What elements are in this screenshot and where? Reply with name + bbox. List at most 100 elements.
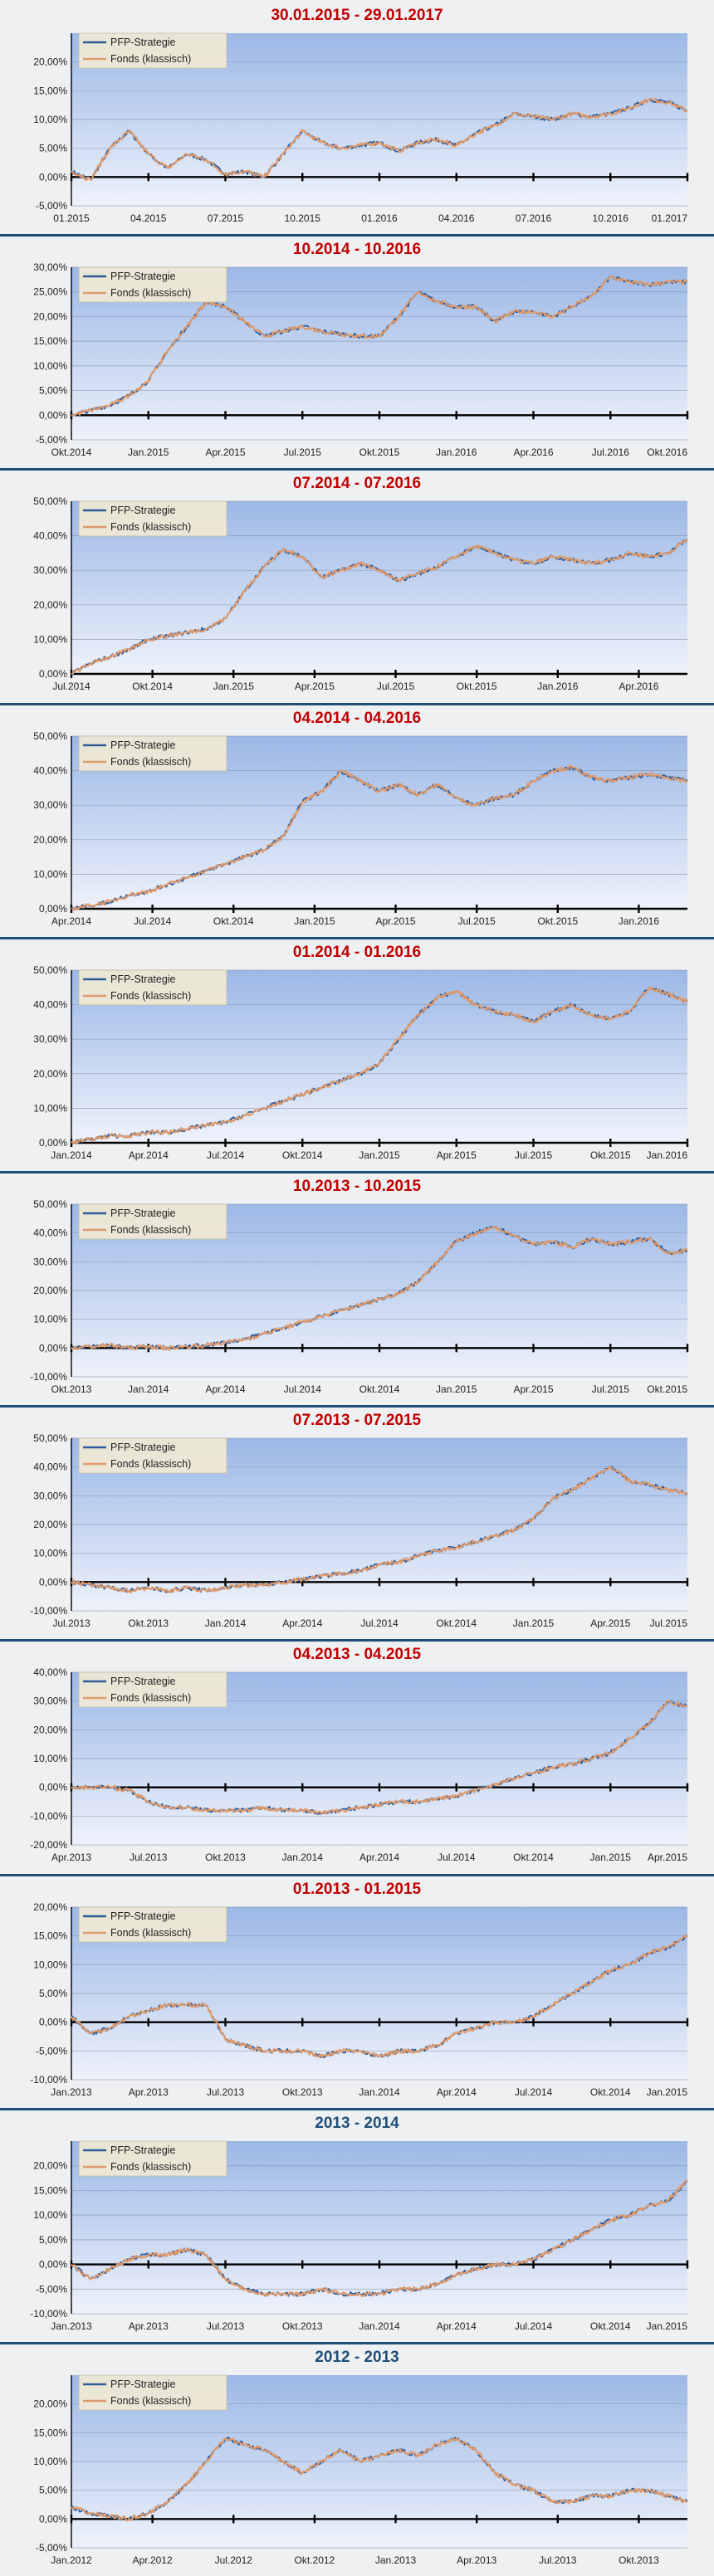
chart-panel: 04.2013 - 04.2015 -20,00% -10,00% 0,00% 10,0… bbox=[0, 1639, 714, 1873]
legend: PFP-Strategie Fonds (klassisch) bbox=[78, 1203, 227, 1240]
y-tick-label: 10,00% bbox=[33, 868, 67, 880]
x-tick-label: Jul.2014 bbox=[515, 2086, 553, 2098]
chart-panel: 07.2013 - 07.2015 -10,00% 0,00% 10,00% 20,00… bbox=[0, 1405, 714, 1639]
x-tick-label: 07.2016 bbox=[516, 212, 552, 224]
y-tick-label: 15,00% bbox=[33, 2427, 67, 2438]
chart-title: 01.2014 - 01.2016 bbox=[292, 944, 422, 961]
x-tick-label: Apr.2015 bbox=[437, 1149, 477, 1161]
y-tick-label: 50,00% bbox=[33, 1432, 67, 1444]
y-tick-label: 20,00% bbox=[33, 2160, 67, 2172]
legend-label: PFP-Strategie bbox=[110, 1208, 176, 1219]
legend-label: Fonds (klassisch) bbox=[110, 53, 191, 65]
chart-panel: 10.2013 - 10.2015 -10,00% 0,00% 10,00% 20,00… bbox=[0, 1171, 714, 1405]
x-tick-label: Apr.2016 bbox=[513, 446, 553, 458]
legend-box bbox=[78, 32, 227, 69]
y-tick-label: 0,00% bbox=[39, 2259, 67, 2271]
y-tick-label: -10,00% bbox=[30, 2308, 67, 2320]
legend-box bbox=[78, 1203, 227, 1240]
y-tick-label: 20,00% bbox=[33, 1724, 67, 1735]
x-tick-label: Jan.2015 bbox=[513, 1617, 555, 1629]
panel-divider bbox=[0, 703, 714, 705]
x-tick-label: Okt.2014 bbox=[359, 1383, 400, 1395]
y-tick-label: 10,00% bbox=[33, 1753, 67, 1764]
x-tick-label: Okt.2013 bbox=[128, 1617, 169, 1629]
x-tick-label: Jan.2016 bbox=[647, 1149, 688, 1161]
x-tick-label: Jul.2015 bbox=[377, 681, 415, 692]
y-tick-label: 20,00% bbox=[33, 310, 67, 322]
x-tick-label: Apr.2014 bbox=[437, 2086, 477, 2098]
y-tick-label: 50,00% bbox=[33, 964, 67, 976]
panel-divider bbox=[0, 1405, 714, 1408]
x-tick-label: Jul.2014 bbox=[515, 2320, 553, 2332]
panel-divider bbox=[0, 1874, 714, 1876]
legend-label: PFP-Strategie bbox=[110, 739, 176, 751]
x-tick-label: Okt.2016 bbox=[647, 446, 687, 458]
y-tick-label: 20,00% bbox=[33, 1901, 67, 1913]
x-tick-label: Jul.2014 bbox=[438, 1852, 476, 1863]
y-tick-label: 40,00% bbox=[33, 1227, 67, 1239]
chart-panel: 07.2014 - 07.2016 0,00% 10,00% 20,00% 30,00%… bbox=[0, 468, 714, 702]
y-tick-label: 40,00% bbox=[33, 1461, 67, 1473]
y-tick-label: 0,00% bbox=[39, 1576, 67, 1588]
y-tick-label: 5,00% bbox=[39, 2234, 67, 2246]
x-tick-label: Jul.2012 bbox=[215, 2554, 253, 2566]
y-tick-label: 20,00% bbox=[33, 1068, 67, 1080]
y-tick-label: 5,00% bbox=[39, 143, 67, 154]
x-tick-label: Okt.2014 bbox=[51, 446, 92, 458]
chart-title: 07.2014 - 07.2016 bbox=[292, 475, 422, 492]
y-tick-label: -5,00% bbox=[36, 200, 67, 212]
y-tick-label: 0,00% bbox=[39, 668, 67, 680]
legend: PFP-Strategie Fonds (klassisch) bbox=[78, 1906, 227, 1943]
legend: PFP-Strategie Fonds (klassisch) bbox=[78, 500, 227, 537]
legend-label: PFP-Strategie bbox=[110, 271, 176, 282]
y-tick-label: -5,00% bbox=[36, 2542, 67, 2554]
x-tick-label: Apr.2013 bbox=[129, 2086, 169, 2098]
y-tick-label: 15,00% bbox=[33, 335, 67, 347]
x-tick-label: Okt.2015 bbox=[537, 915, 578, 927]
y-tick-label: 30,00% bbox=[33, 564, 67, 576]
line-chart: 0,00% 10,00% 20,00% 30,00% 40,00% 50,00% Apr.2… bbox=[33, 730, 688, 927]
x-tick-label: Apr.2014 bbox=[205, 1383, 245, 1395]
x-tick-label: Okt.2013 bbox=[619, 2554, 659, 2566]
x-tick-label: Apr.2015 bbox=[590, 1617, 630, 1629]
legend-label: Fonds (klassisch) bbox=[110, 2395, 191, 2407]
x-tick-label: Apr.2015 bbox=[376, 915, 416, 927]
x-tick-label: Jan.2013 bbox=[51, 2320, 92, 2332]
x-tick-label: Okt.2013 bbox=[205, 1852, 246, 1863]
x-tick-label: Apr.2013 bbox=[457, 2554, 496, 2566]
x-tick-label: Jan.2014 bbox=[51, 1149, 92, 1161]
x-tick-label: Apr.2016 bbox=[619, 681, 658, 692]
y-tick-label: 10,00% bbox=[33, 1314, 67, 1325]
y-tick-label: 20,00% bbox=[33, 599, 67, 611]
y-tick-label: 5,00% bbox=[39, 1988, 67, 1999]
panel-divider bbox=[0, 1639, 714, 1642]
series-line-fonds bbox=[71, 1466, 688, 1593]
line-chart: 0,00% 10,00% 20,00% 30,00% 40,00% 50,00% Jul.2… bbox=[33, 495, 688, 692]
x-tick-label: Jul.2014 bbox=[134, 915, 172, 927]
y-tick-label: 10,00% bbox=[33, 2209, 67, 2221]
legend-label: Fonds (klassisch) bbox=[110, 1224, 191, 1236]
legend-label: Fonds (klassisch) bbox=[110, 521, 191, 533]
legend-box bbox=[78, 266, 227, 303]
x-tick-label: Jul.2015 bbox=[650, 1617, 688, 1629]
line-chart: -10,00% 0,00% 10,00% 20,00% 30,00% 40,00% 50,0… bbox=[30, 1432, 689, 1629]
y-tick-label: 10,00% bbox=[33, 360, 67, 372]
chart-panel: 10.2014 - 10.2016 -5,00% 0,00% 5,00% 10,00% 1… bbox=[0, 234, 714, 468]
x-tick-label: Okt.2015 bbox=[647, 1383, 687, 1395]
y-tick-label: 0,00% bbox=[39, 903, 67, 915]
x-tick-label: Jan.2015 bbox=[359, 1149, 400, 1161]
series-line-fonds bbox=[71, 276, 688, 417]
x-tick-label: Jan.2013 bbox=[375, 2554, 417, 2566]
chart-panel: 30.01.2015 - 29.01.2017 -5,00% 0,00% 5,00% 1… bbox=[0, 0, 714, 234]
x-tick-label: 04.2016 bbox=[438, 212, 475, 224]
y-tick-label: 0,00% bbox=[39, 1137, 67, 1149]
x-tick-label: Jan.2015 bbox=[128, 446, 169, 458]
x-tick-label: Jul.2014 bbox=[360, 1617, 399, 1629]
x-tick-label: Jan.2016 bbox=[537, 681, 579, 692]
x-tick-label: Okt.2015 bbox=[359, 446, 400, 458]
y-tick-label: 10,00% bbox=[33, 1959, 67, 1970]
x-tick-label: 01.2015 bbox=[53, 212, 90, 224]
y-tick-label: -5,00% bbox=[36, 434, 67, 446]
x-tick-label: 01.2016 bbox=[361, 212, 398, 224]
